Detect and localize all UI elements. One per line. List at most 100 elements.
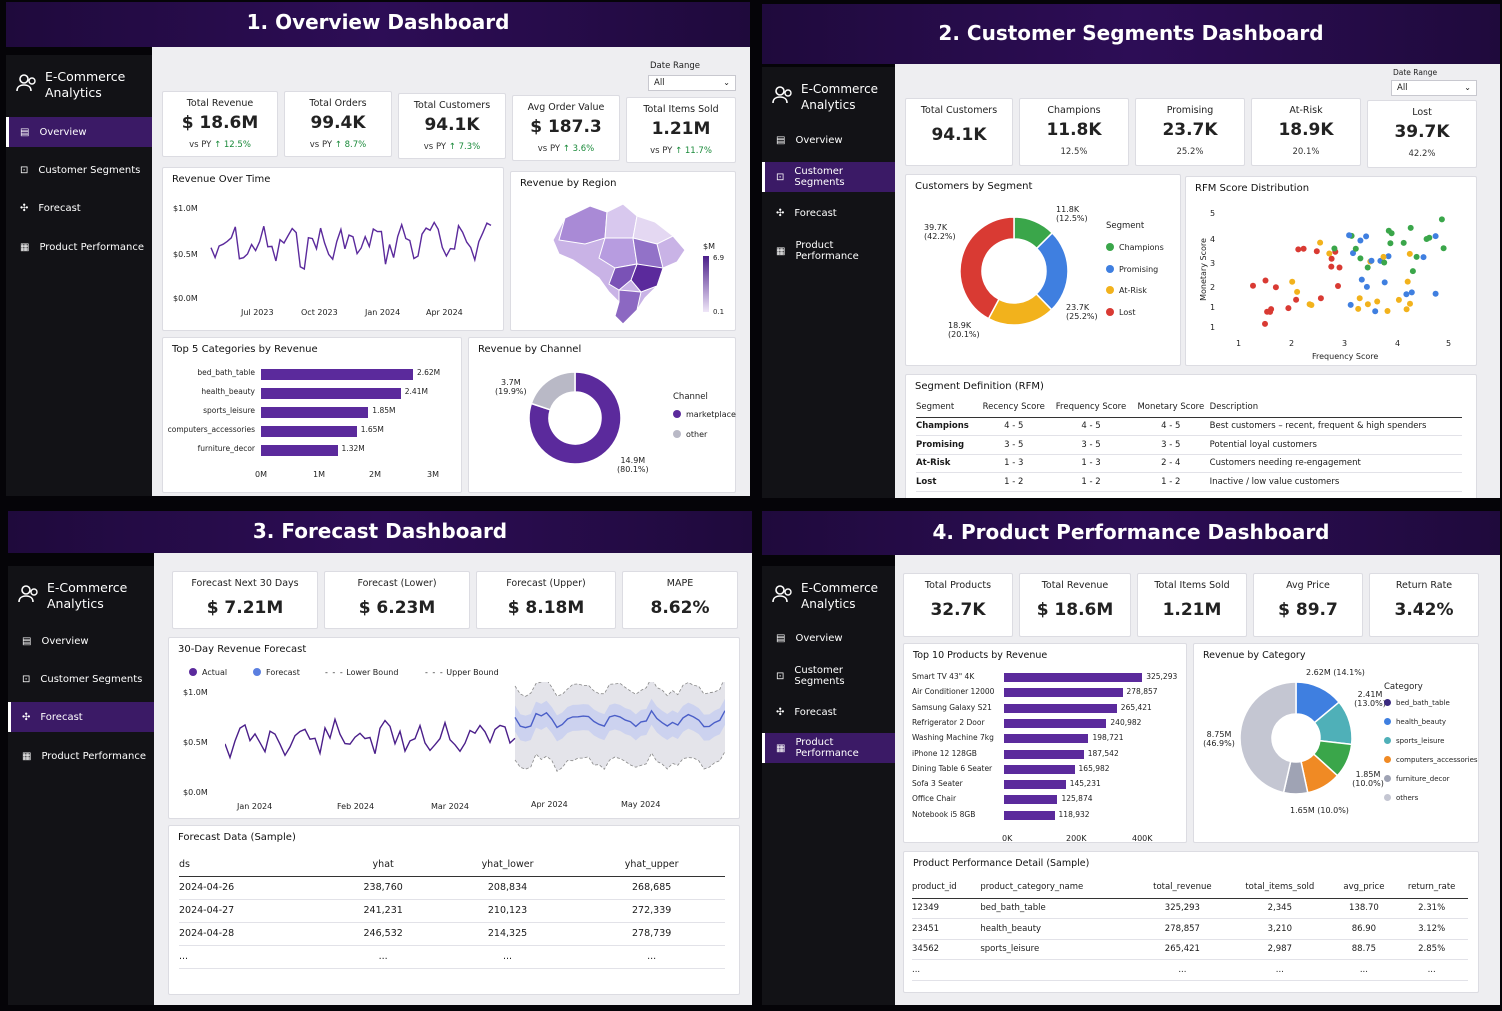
nav-customer-segments[interactable]: ⊡ Customer Segments (6, 155, 152, 185)
kpi-sub-prefix: vs PY (423, 142, 447, 152)
slice-value: 11.8K (1056, 205, 1080, 214)
date-range-select[interactable]: All ⌄ (648, 75, 736, 91)
slice-label-promising: 23.7K (25.2%) (1066, 303, 1098, 321)
nav-label: Product Performance (795, 737, 859, 759)
product-icon: ▦ (20, 241, 30, 253)
scatter-point (1358, 276, 1365, 283)
legend-item: Actual (189, 668, 227, 677)
table-cell: 4 - 5 (977, 417, 1050, 436)
kpi-card: Total Revenue $ 18.6M (1019, 573, 1131, 637)
table-cell: 268,685 (578, 876, 725, 900)
kpi-sub-prefix: vs PY (650, 146, 673, 156)
nav-overview[interactable]: ▤ Overview (8, 626, 154, 656)
nav-label: Product Performance (41, 750, 146, 762)
nav-product-performance[interactable]: ▦ Product Performance (8, 741, 154, 771)
legend-item: Promising (1106, 265, 1158, 274)
sidebar: E-Commerce Analytics ▤ Overview ⊡ Customer … (762, 566, 895, 1005)
legend-item: bed_bath_table (1384, 699, 1450, 707)
bar-category-label: Smart TV 43" 4K (912, 672, 975, 681)
product-icon: ▦ (776, 245, 786, 257)
nav-product-performance[interactable]: ▦ Product Performance (762, 733, 895, 763)
kpi-value: 32.7K (930, 600, 986, 620)
kpi-title: Forecast (Upper) (506, 578, 586, 589)
map-region (632, 215, 674, 245)
y-tick: 1 (1210, 303, 1216, 312)
bar-category-label: Sofa 3 Seater (912, 779, 963, 789)
legend-item: sports_leisure (1384, 737, 1444, 745)
nav-label: Product Performance (795, 240, 859, 262)
x-tick: 2 (1289, 339, 1295, 348)
date-range-value: All (1397, 83, 1408, 93)
bar-value-label: 125,874 (1061, 794, 1093, 804)
table-cell: 210,123 (436, 899, 579, 923)
x-tick: 3M (427, 470, 439, 479)
bar-category-label: Air Conditioner 12000 (912, 687, 995, 697)
card-title: Customers by Segment (915, 181, 1033, 192)
table-cell: sports_leisure (980, 939, 1138, 960)
table-cell: 88.75 (1332, 939, 1396, 960)
sidebar: E-Commerce Analytics ▤ Overview ⊡ Customer … (6, 55, 152, 496)
kpi-card: Avg Price $ 89.7 (1253, 573, 1363, 637)
segment-donut (959, 216, 1069, 326)
forecast-table: ds yhat yhat_lower yhat_upper 2024-04-26 238,… (179, 854, 725, 969)
bar-value-label: 325,293 (1146, 672, 1178, 681)
kpi-sub-prefix: vs PY (189, 140, 212, 150)
nav-customer-segments[interactable]: ⊡ Customer Segments (762, 661, 895, 691)
brand-line2: Analytics (801, 98, 856, 112)
table-cell: ... (1137, 959, 1228, 981)
table-cell: 1 - 3 (977, 454, 1050, 473)
table-cell: Best customers – recent, frequent & high… (1209, 417, 1462, 436)
table-cell: Inactive / low value customers (1209, 472, 1462, 492)
x-tick: 0M (255, 470, 267, 479)
date-range-select[interactable]: All ⌄ (1391, 80, 1477, 96)
nav-product-performance[interactable]: ▦ Product Performance (762, 236, 895, 266)
table-cell: health_beauty (980, 918, 1138, 940)
scale-max: 6.9 (713, 254, 725, 262)
kpi-sub-prefix: vs PY (309, 140, 333, 150)
bar-category-label: Refrigerator 2 Door (912, 717, 985, 727)
legend-label: Lower Bound (346, 668, 399, 677)
nav-overview[interactable]: ▤ Overview (762, 623, 895, 653)
nav-forecast[interactable]: ✣ Forecast (762, 198, 895, 228)
bar (1004, 718, 1107, 728)
main-area: Date Range All ⌄ Total Revenue $ 18.6M vs P… (152, 47, 750, 496)
nav-overview[interactable]: ▤ Overview (762, 125, 895, 155)
table-cell: 2.85% (1395, 939, 1468, 960)
kpi-value: 11.8K (1046, 120, 1102, 140)
forecast-line-chart (225, 682, 725, 772)
nav-forecast[interactable]: ✣ Forecast (762, 697, 895, 727)
slice-pct: (25.2%) (1066, 312, 1098, 321)
users-icon (16, 74, 36, 92)
table-cell: 12349 (912, 898, 981, 919)
scatter-point (1272, 284, 1279, 291)
bar (1004, 734, 1089, 744)
segments-icon: ⊡ (776, 670, 785, 682)
bar-value-label: 1.32M (341, 444, 365, 453)
nav-overview[interactable]: ▤ Overview (6, 117, 152, 147)
table-row: ............... (912, 959, 1468, 981)
color-scale (703, 256, 709, 312)
nav-customer-segments[interactable]: ⊡ Customer Segments (762, 162, 895, 192)
nav-forecast[interactable]: ✣ Forecast (8, 702, 154, 732)
x-axis-label: Frequency Score (1312, 352, 1379, 361)
table-cell: 3 - 5 (1131, 435, 1210, 455)
nav-forecast[interactable]: ✣ Forecast (6, 193, 152, 223)
customer-segments-dashboard: 2. Customer Segments Dashboard E-Commerc… (762, 4, 1500, 498)
kpi-value: 23.7K (1162, 120, 1218, 140)
table-cell: 3,210 (1227, 918, 1333, 940)
kpi-title: Champions (1047, 105, 1101, 116)
nav-product-performance[interactable]: ▦ Product Performance (6, 232, 152, 262)
legend-label: Lost (1119, 308, 1136, 317)
column-header: Segment (916, 397, 978, 418)
kpi-title: At-Risk (1289, 105, 1323, 116)
scatter-point (1346, 232, 1353, 239)
slice-value: 18.9K (948, 321, 972, 330)
column-header: product_id (912, 876, 981, 899)
map-region (608, 263, 638, 291)
nav-customer-segments[interactable]: ⊡ Customer Segments (8, 664, 154, 694)
scatter-point (1262, 277, 1269, 284)
bar-value-label: 145,231 (1069, 779, 1101, 789)
nav-label: Customer Segments (794, 166, 845, 188)
legend-title: Channel (673, 392, 708, 402)
scatter-point (1313, 248, 1320, 255)
